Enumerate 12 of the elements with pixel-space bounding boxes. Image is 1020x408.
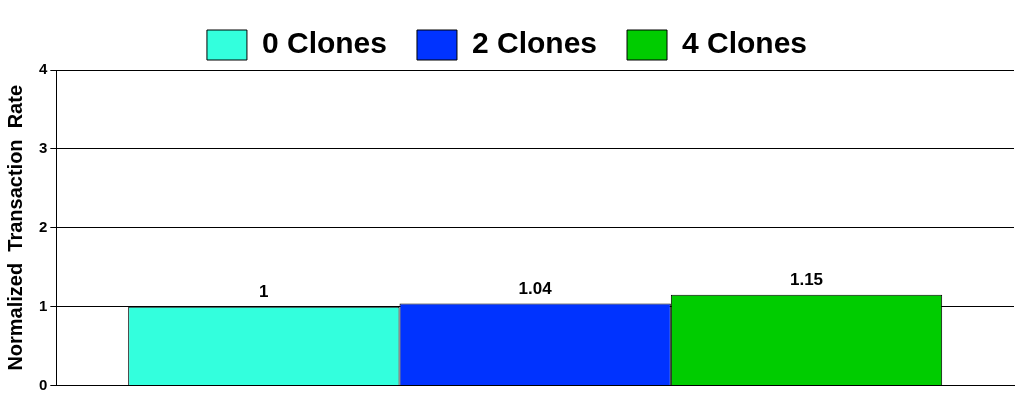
y-tick-label: 2 xyxy=(39,217,48,235)
data-label: 1 xyxy=(259,281,269,301)
y-tick-label: 1 xyxy=(39,296,48,314)
data-label: 1.04 xyxy=(518,278,553,298)
legend-label: 2 Clones xyxy=(471,26,598,60)
y-tick-label: 3 xyxy=(39,139,48,157)
y-tick-label: 4 xyxy=(39,60,48,78)
y-axis-title: Normalized Transaction Rate xyxy=(3,84,26,371)
y-tick-label: 0 xyxy=(39,375,48,393)
legend-label: 4 Clones xyxy=(682,26,808,60)
data-label: 1.15 xyxy=(789,270,824,290)
legend-label: 0 Clones xyxy=(261,26,387,60)
